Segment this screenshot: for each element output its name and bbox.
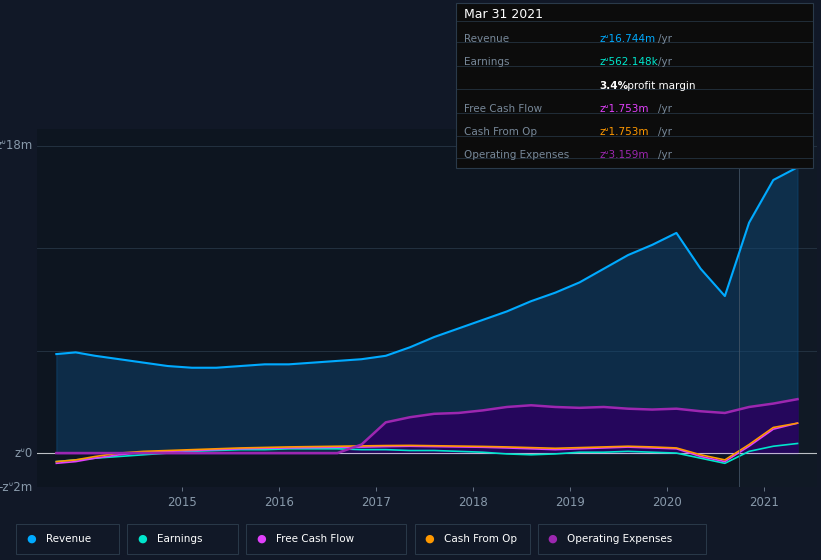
Text: Operating Expenses: Operating Expenses — [567, 534, 672, 544]
Text: zᐡ3.159m: zᐡ3.159m — [599, 150, 649, 160]
Text: zᐡ18m: zᐡ18m — [0, 139, 33, 152]
Text: Free Cash Flow: Free Cash Flow — [464, 104, 542, 114]
Text: ●: ● — [256, 534, 266, 544]
Text: /yr: /yr — [658, 34, 672, 44]
Text: zᐡ562.148k: zᐡ562.148k — [599, 57, 658, 67]
Text: Free Cash Flow: Free Cash Flow — [276, 534, 354, 544]
Text: profit margin: profit margin — [624, 81, 695, 91]
Text: /yr: /yr — [658, 104, 672, 114]
Text: Earnings: Earnings — [157, 534, 202, 544]
Text: zᐡ1.753m: zᐡ1.753m — [599, 104, 649, 114]
Text: ●: ● — [548, 534, 557, 544]
Text: ●: ● — [137, 534, 147, 544]
Text: 3.4%: 3.4% — [599, 81, 628, 91]
Text: Cash From Op: Cash From Op — [444, 534, 517, 544]
Text: ●: ● — [26, 534, 36, 544]
Text: -zᐡ2m: -zᐡ2m — [0, 480, 33, 494]
Text: Revenue: Revenue — [46, 534, 91, 544]
Text: Revenue: Revenue — [464, 34, 509, 44]
Text: zᐡ16.744m: zᐡ16.744m — [599, 34, 655, 44]
Text: ●: ● — [424, 534, 434, 544]
Text: Mar 31 2021: Mar 31 2021 — [464, 8, 543, 21]
Text: /yr: /yr — [658, 127, 672, 137]
Text: Earnings: Earnings — [464, 57, 509, 67]
Text: Cash From Op: Cash From Op — [464, 127, 537, 137]
Text: zᐡ0: zᐡ0 — [15, 446, 33, 460]
Text: Operating Expenses: Operating Expenses — [464, 150, 569, 160]
Text: zᐡ1.753m: zᐡ1.753m — [599, 127, 649, 137]
Text: /yr: /yr — [658, 57, 672, 67]
Bar — [740, 129, 817, 487]
Text: /yr: /yr — [658, 150, 672, 160]
